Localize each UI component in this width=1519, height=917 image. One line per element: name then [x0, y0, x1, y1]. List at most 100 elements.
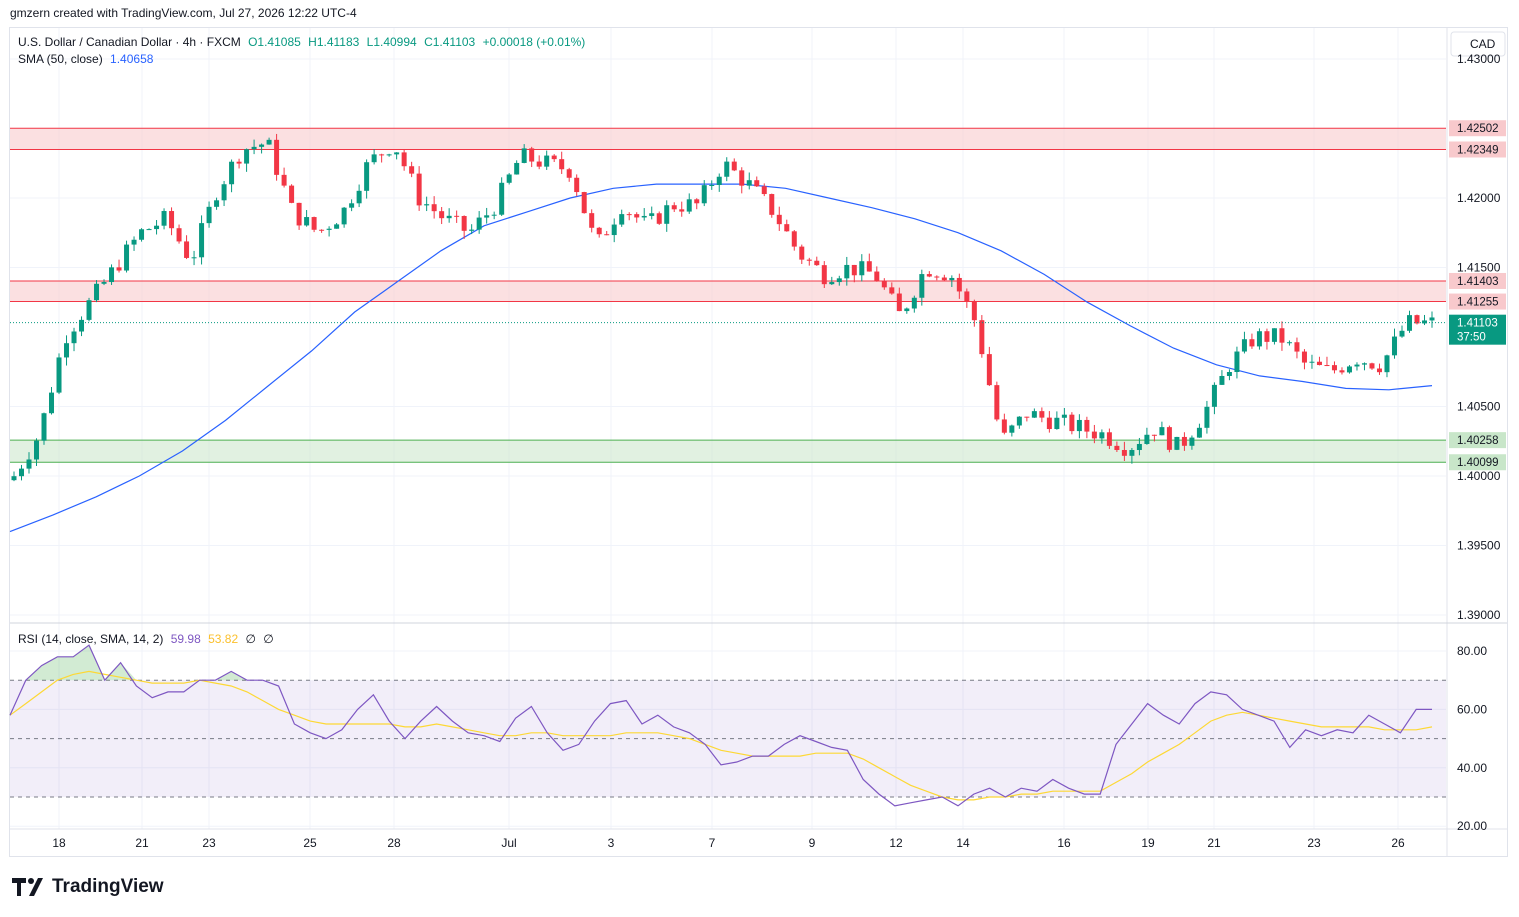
candle-down: [926, 274, 932, 277]
candle-up: [1226, 372, 1232, 376]
time-tick-label: Jul: [501, 836, 516, 850]
ohlc-change: +0.00018 (+0.01%): [482, 35, 586, 49]
candle-up: [844, 264, 850, 279]
time-tick-label: 23: [202, 836, 216, 850]
candle-up: [1391, 336, 1397, 356]
rsi-sma-line: [9, 670, 1433, 801]
candle-down: [319, 229, 325, 231]
time-tick-label: 12: [889, 836, 903, 850]
candle-down: [821, 265, 827, 285]
candle-up: [34, 440, 40, 460]
candle-up: [476, 217, 482, 230]
candle-down: [1121, 449, 1127, 456]
ohlc-low: L1.40994: [366, 35, 417, 49]
candle-up: [746, 180, 752, 186]
time-tick-label: 18: [52, 836, 66, 850]
candle-up: [341, 207, 347, 225]
candle-up: [1009, 425, 1015, 433]
candle-down: [409, 166, 415, 174]
rsi-tick-label: 60.00: [1457, 702, 1487, 716]
candle-up: [1076, 419, 1082, 432]
candle-up: [446, 215, 452, 219]
candle-down: [934, 276, 940, 278]
candle-down: [1046, 417, 1052, 430]
candle-up: [904, 308, 910, 312]
candle-down: [754, 180, 760, 187]
candle-down: [634, 214, 640, 218]
candle-down: [1331, 365, 1337, 371]
candle-up: [1271, 328, 1277, 342]
candle-up: [49, 392, 55, 414]
price-tick-label: 1.41500: [1457, 261, 1501, 275]
zone-price-label-bg: [1449, 272, 1506, 289]
zone-price-label: 1.42349: [1457, 144, 1499, 156]
candle-up: [161, 211, 167, 226]
chart-credit: gmzern created with TradingView.com, Jul…: [10, 6, 357, 20]
candle-up: [191, 257, 197, 259]
zone-price-label: 1.41255: [1457, 297, 1499, 309]
candle-down: [274, 139, 280, 175]
symbol-title[interactable]: U.S. Dollar / Canadian Dollar · 4h · FXC…: [18, 35, 241, 49]
zone-price-label-bg: [1449, 120, 1506, 137]
candle-down: [289, 185, 295, 203]
currency-box: [1450, 31, 1506, 57]
candle-up: [251, 146, 257, 150]
candle-up: [919, 274, 925, 298]
candle-up: [146, 229, 152, 231]
candle-up: [1144, 434, 1150, 444]
candle-down: [679, 209, 685, 212]
ohlc-close: C1.41103: [424, 35, 476, 49]
candle-up: [266, 139, 272, 145]
candle-up: [229, 161, 235, 185]
zone-price-label-bg: [1449, 141, 1506, 158]
candle-down: [791, 231, 797, 247]
candle-up: [724, 161, 730, 177]
candle-up: [1136, 443, 1142, 451]
rsi-label: RSI (14, close, SMA, 14, 2): [18, 632, 164, 646]
candle-up: [1159, 427, 1165, 436]
candle-up: [386, 154, 392, 156]
time-tick-label: 21: [1207, 836, 1221, 850]
rsi-band: [10, 680, 1446, 797]
candle-up: [649, 213, 655, 216]
candle-down: [1279, 328, 1285, 343]
sma-50-line: [9, 183, 1433, 533]
candle-down: [416, 173, 422, 206]
candle-up: [304, 217, 310, 226]
candle-down: [941, 277, 947, 281]
candle-up: [836, 278, 842, 283]
candle-down: [1249, 339, 1255, 347]
candle-down: [806, 259, 812, 261]
candle-down: [761, 186, 767, 195]
candle-down: [784, 224, 790, 232]
candle-down: [769, 194, 775, 215]
candle-up: [131, 239, 137, 245]
candle-up: [1196, 427, 1202, 438]
sma-legend[interactable]: SMA (50, close) 1.40658: [18, 52, 157, 66]
candle-up: [514, 162, 520, 175]
rsi-value: 59.98: [170, 632, 201, 646]
candle-up: [94, 283, 100, 301]
tradingview-logo-icon: [12, 878, 43, 896]
candle-up: [1309, 361, 1315, 363]
candle-up: [1384, 355, 1390, 373]
zone-price-label-bg: [1449, 432, 1506, 449]
candle-up: [521, 148, 527, 163]
price-tick-label: 1.40500: [1457, 400, 1501, 414]
time-tick-label: 26: [1391, 836, 1405, 850]
ohlc-open: O1.41085: [248, 35, 301, 49]
candle-up: [1211, 384, 1217, 407]
candle-down: [956, 277, 962, 292]
candle-countdown: 37:50: [1457, 332, 1486, 344]
candle-down: [1084, 419, 1090, 432]
rsi-legend[interactable]: RSI (14, close, SMA, 14, 2) 59.98 53.82 …: [18, 632, 278, 646]
candle-down: [964, 291, 970, 302]
candle-up: [259, 144, 265, 147]
time-tick-label: 25: [303, 836, 317, 850]
candle-down: [1114, 445, 1120, 450]
tradingview-brand[interactable]: TradingView: [12, 876, 164, 898]
candle-up: [1429, 317, 1435, 321]
candle-down: [236, 161, 242, 164]
zone-price-label-bg: [1449, 454, 1506, 471]
